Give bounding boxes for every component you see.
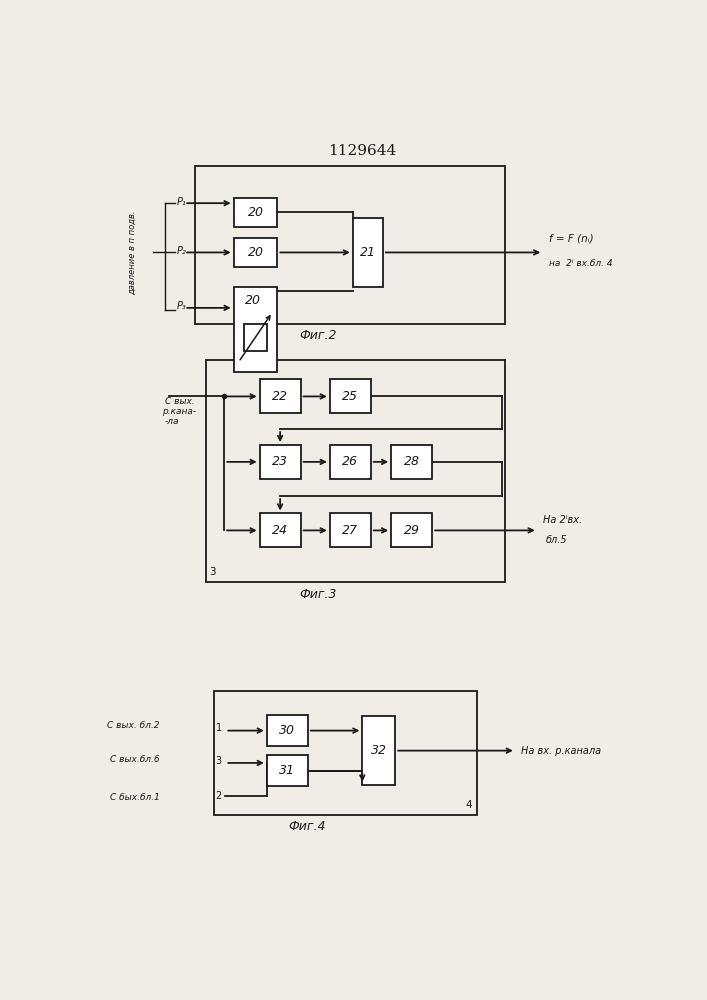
Text: С вых. бл.2: С вых. бл.2 xyxy=(107,721,160,730)
Text: Фиг.2: Фиг.2 xyxy=(300,329,337,342)
Text: На вх. р.канала: На вх. р.канала xyxy=(521,746,602,756)
Text: P₃: P₃ xyxy=(177,301,187,311)
Bar xyxy=(259,513,300,547)
Text: 21: 21 xyxy=(360,246,376,259)
Bar xyxy=(214,691,477,815)
Text: 30: 30 xyxy=(279,724,296,737)
Bar xyxy=(391,513,432,547)
Bar xyxy=(363,716,395,785)
Text: 1129644: 1129644 xyxy=(328,144,397,158)
Text: 27: 27 xyxy=(342,524,358,537)
Text: Фиг.4: Фиг.4 xyxy=(288,820,327,833)
Text: 22: 22 xyxy=(272,390,288,403)
Text: 26: 26 xyxy=(342,455,358,468)
Text: С вых.бл.6: С вых.бл.6 xyxy=(110,755,160,764)
Text: 24: 24 xyxy=(272,524,288,537)
Bar xyxy=(244,324,267,351)
Bar xyxy=(267,755,308,786)
Text: на  2ⁱ вх.бл. 4: на 2ⁱ вх.бл. 4 xyxy=(549,259,612,268)
Bar xyxy=(329,513,371,547)
Bar xyxy=(259,379,300,413)
Bar xyxy=(195,166,505,324)
Text: -ла: -ла xyxy=(165,417,180,426)
Text: давление в п подв.: давление в п подв. xyxy=(128,210,136,295)
Text: С вых.: С вых. xyxy=(165,397,195,406)
Bar xyxy=(259,445,300,479)
Text: Фиг.3: Фиг.3 xyxy=(300,588,337,601)
Text: 2: 2 xyxy=(216,791,222,801)
Text: р.кана-: р.кана- xyxy=(163,407,197,416)
Text: 4: 4 xyxy=(465,800,472,810)
Text: 28: 28 xyxy=(404,455,420,468)
Text: 20: 20 xyxy=(247,206,264,219)
Text: 3: 3 xyxy=(216,756,222,766)
Bar xyxy=(329,445,371,479)
Text: 20: 20 xyxy=(245,294,261,307)
Text: 29: 29 xyxy=(404,524,420,537)
Text: 25: 25 xyxy=(342,390,358,403)
Text: бл.5: бл.5 xyxy=(546,535,568,545)
Bar xyxy=(233,287,277,372)
Bar xyxy=(233,238,277,267)
Bar xyxy=(206,360,505,582)
Text: С бых.бл.1: С бых.бл.1 xyxy=(110,793,160,802)
Text: 23: 23 xyxy=(272,455,288,468)
Text: P₁: P₁ xyxy=(177,197,187,207)
Text: f = F (nᵢ): f = F (nᵢ) xyxy=(549,234,593,244)
Text: 32: 32 xyxy=(370,744,387,757)
Bar xyxy=(353,218,383,287)
Text: P₂: P₂ xyxy=(177,246,187,256)
Bar xyxy=(329,379,371,413)
Bar xyxy=(391,445,432,479)
Text: 20: 20 xyxy=(247,246,264,259)
Text: 3: 3 xyxy=(209,567,216,577)
Bar xyxy=(267,715,308,746)
Text: 31: 31 xyxy=(279,764,296,777)
Text: На 2ⁱвх.: На 2ⁱвх. xyxy=(543,515,583,525)
Text: 1: 1 xyxy=(216,723,222,733)
Bar xyxy=(233,198,277,227)
